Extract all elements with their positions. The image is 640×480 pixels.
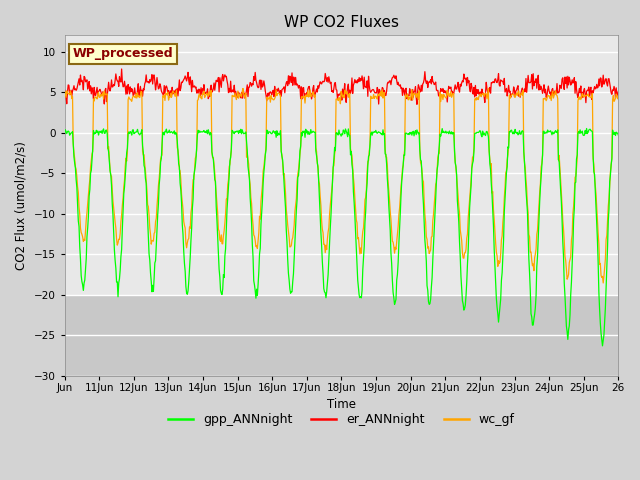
- Title: WP CO2 Fluxes: WP CO2 Fluxes: [284, 15, 399, 30]
- Legend: gpp_ANNnight, er_ANNnight, wc_gf: gpp_ANNnight, er_ANNnight, wc_gf: [163, 408, 520, 431]
- Bar: [65, 295, 618, 376]
- Text: WP_processed: WP_processed: [73, 47, 173, 60]
- X-axis label: Time: Time: [327, 398, 356, 411]
- Y-axis label: CO2 Flux (umol/m2/s): CO2 Flux (umol/m2/s): [15, 141, 28, 270]
